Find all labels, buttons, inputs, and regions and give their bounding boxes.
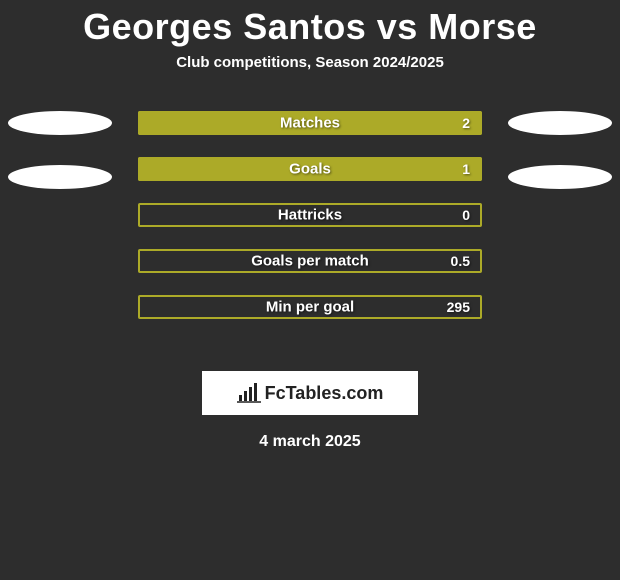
stat-bar-value: 2 bbox=[462, 115, 470, 131]
stat-bar: Goals per match 0.5 bbox=[138, 249, 482, 273]
stat-bar-value: 0.5 bbox=[451, 253, 470, 269]
brand-text: FcTables.com bbox=[265, 383, 384, 404]
stat-bar: Hattricks 0 bbox=[138, 203, 482, 227]
stat-bar-value: 0 bbox=[462, 207, 470, 223]
player-left-ellipse bbox=[8, 111, 112, 135]
stat-bars: Matches 2 Goals 1 Hattricks 0 Goals per match 0… bbox=[138, 111, 482, 319]
generated-date: 4 march 2025 bbox=[0, 433, 620, 451]
subtitle: Club competitions, Season 2024/2025 bbox=[0, 54, 620, 71]
stat-bar: Matches 2 bbox=[138, 111, 482, 135]
stat-bar-label: Matches bbox=[280, 115, 340, 132]
bar-chart-icon bbox=[237, 383, 261, 403]
player-left-ellipse bbox=[8, 165, 112, 189]
page-title: Georges Santos vs Morse bbox=[0, 0, 620, 48]
player-left-shapes bbox=[8, 111, 112, 189]
stat-bar-label: Goals per match bbox=[251, 253, 369, 270]
stat-bar-label: Min per goal bbox=[266, 299, 354, 316]
stat-bar-label: Hattricks bbox=[278, 207, 342, 224]
player-right-shapes bbox=[508, 111, 612, 189]
player-right-ellipse bbox=[508, 111, 612, 135]
brand-badge: FcTables.com bbox=[202, 371, 418, 415]
comparison-chart: Matches 2 Goals 1 Hattricks 0 Goals per match 0… bbox=[0, 111, 620, 341]
stat-bar: Min per goal 295 bbox=[138, 295, 482, 319]
stat-bar-value: 295 bbox=[447, 299, 470, 315]
stat-bar: Goals 1 bbox=[138, 157, 482, 181]
stat-bar-value: 1 bbox=[462, 161, 470, 177]
stat-bar-label: Goals bbox=[289, 161, 331, 178]
player-right-ellipse bbox=[508, 165, 612, 189]
